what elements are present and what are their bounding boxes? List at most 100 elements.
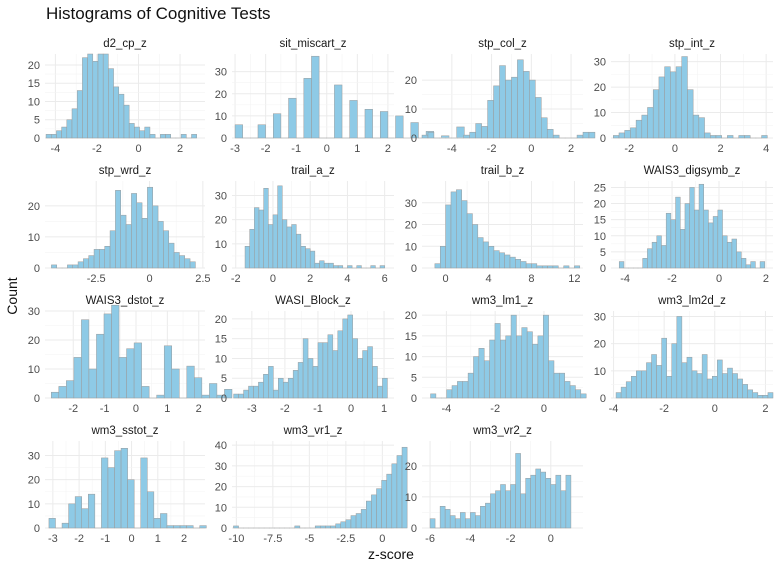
- y-tick-label: 20: [215, 89, 227, 101]
- histogram-bar: [652, 89, 660, 139]
- histogram-bar: [109, 230, 116, 269]
- histogram-bar: [201, 394, 210, 399]
- x-tick-label: -10: [228, 533, 244, 545]
- histogram-bar: [377, 385, 383, 399]
- histogram-bar: [564, 381, 571, 399]
- histogram-bar: [451, 385, 458, 399]
- histogram-bar: [309, 250, 316, 269]
- histogram-bar: [642, 258, 648, 269]
- y-tick-label: 0: [221, 263, 227, 275]
- histogram-bar: [741, 258, 747, 269]
- histogram-bar: [515, 453, 521, 529]
- histogram-bar: [517, 59, 524, 139]
- histogram-bar: [722, 373, 728, 399]
- histogram-bar: [157, 221, 164, 269]
- histogram-bar: [92, 61, 99, 139]
- histogram-bar: [450, 191, 457, 269]
- histogram-bar: [475, 515, 481, 529]
- histogram-bar: [767, 392, 774, 399]
- histogram-bar: [379, 265, 385, 269]
- histogram-bar: [472, 224, 479, 269]
- x-tick-label: 0: [324, 143, 330, 155]
- x-tick-label: -4: [620, 273, 630, 285]
- x-tick-label: 0: [443, 273, 449, 285]
- histogram-bar: [147, 491, 155, 529]
- x-tick-label: -7.5: [263, 533, 282, 545]
- x-tick-label: -4: [609, 403, 619, 415]
- histogram-bar: [656, 365, 662, 399]
- histogram-panel-stp_int_z: stp_int_z -2 0 2 4 0 10 20 30: [594, 38, 773, 155]
- histogram-bar: [88, 368, 97, 399]
- histogram-bar: [465, 518, 471, 529]
- y-tick-label: 15: [594, 215, 606, 227]
- histogram-bar: [689, 187, 695, 269]
- histogram-bar: [531, 263, 538, 269]
- x-tick-label: -2: [487, 143, 497, 155]
- histogram-bar: [282, 381, 289, 399]
- histogram-bar: [287, 377, 294, 399]
- x-tick-label: 0: [548, 533, 554, 545]
- histogram-bar: [396, 455, 403, 529]
- histogram-bar: [500, 484, 506, 529]
- histogram-bar: [738, 135, 745, 139]
- histogram-bar: [320, 525, 326, 529]
- histogram-panel-trail_a_z: trail_a_z -2 0 2 4 6 0 10 20 30: [215, 165, 394, 285]
- histogram-bar: [273, 389, 279, 399]
- x-tick-label: -2: [624, 143, 634, 155]
- histogram-panel-trail_b_z: trail_b_z 0 4 8 12 0 10 20 30: [405, 165, 583, 285]
- histogram-bar: [295, 233, 302, 269]
- x-tick-label: 8: [528, 273, 534, 285]
- histogram-bar: [314, 262, 320, 269]
- x-tick-label: -2: [667, 273, 677, 285]
- histogram-bar: [666, 376, 672, 399]
- histogram-bar: [347, 265, 353, 269]
- histogram-bar: [717, 359, 723, 399]
- histogram-bar: [319, 260, 325, 269]
- x-tick-label: -2: [74, 533, 84, 545]
- histogram-bar: [48, 518, 56, 529]
- histogram-bar: [671, 343, 678, 399]
- histogram-bar: [710, 135, 717, 139]
- x-tick-label: -3: [247, 403, 257, 415]
- histogram-bar: [704, 132, 711, 139]
- histogram-bar: [257, 124, 266, 139]
- histogram-bar: [300, 246, 306, 269]
- histogram-bar: [696, 373, 703, 399]
- histogram-bar: [692, 114, 700, 139]
- histogram-bar: [335, 523, 341, 529]
- histogram-bar: [439, 246, 446, 269]
- histogram-bar: [233, 525, 239, 529]
- histogram-bar: [466, 213, 473, 269]
- histogram-bar: [114, 450, 122, 529]
- histogram-bar: [224, 389, 233, 399]
- y-tick-label: 20: [215, 215, 227, 227]
- histogram-bar: [687, 89, 694, 139]
- histogram-bar: [125, 224, 132, 269]
- y-tick-label: 20: [215, 482, 227, 494]
- y-tick-label: 30: [215, 461, 227, 473]
- y-axis-label: Count: [4, 277, 20, 315]
- histogram-bar: [372, 366, 378, 399]
- histogram-bar: [676, 316, 683, 399]
- histogram-bar: [560, 490, 567, 529]
- histogram-bar: [553, 372, 560, 399]
- histogram-bar: [421, 134, 429, 139]
- y-tick-label: 10: [28, 96, 40, 108]
- histogram-bar: [179, 255, 185, 269]
- histogram-bar: [238, 393, 244, 399]
- x-tick-label: 1: [381, 403, 387, 415]
- histogram-bar: [273, 113, 282, 139]
- histogram-bar: [624, 130, 631, 139]
- histogram-bar: [141, 386, 150, 399]
- y-tick-label: 10: [594, 366, 606, 378]
- histogram-bar: [658, 76, 665, 139]
- histogram-bar: [525, 263, 532, 269]
- y-tick-label: 15: [28, 78, 40, 90]
- x-tick-label: 1: [164, 403, 170, 415]
- histogram-bar: [103, 313, 112, 399]
- histogram-bar: [189, 261, 196, 269]
- histogram-bar: [58, 386, 67, 399]
- histogram-bar: [350, 515, 357, 529]
